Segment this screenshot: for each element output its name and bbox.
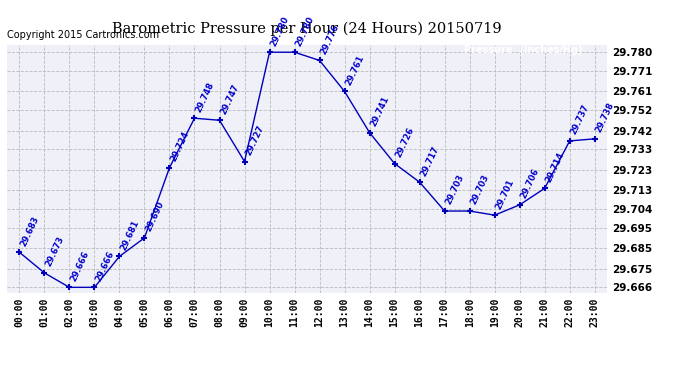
Text: 29.726: 29.726	[394, 126, 415, 159]
Text: 29.747: 29.747	[219, 82, 241, 116]
Text: 29.780: 29.780	[294, 15, 315, 48]
Text: 29.761: 29.761	[344, 54, 366, 87]
Text: 29.673: 29.673	[43, 235, 66, 268]
Text: 29.703: 29.703	[444, 173, 466, 206]
Text: 29.683: 29.683	[19, 214, 41, 248]
Text: 29.748: 29.748	[194, 81, 215, 114]
Text: 29.717: 29.717	[419, 144, 441, 177]
Title: Barometric Pressure per Hour (24 Hours) 20150719: Barometric Pressure per Hour (24 Hours) …	[112, 22, 502, 36]
Text: 29.776: 29.776	[319, 23, 341, 56]
Text: 29.666: 29.666	[68, 249, 90, 283]
Text: 29.703: 29.703	[469, 173, 491, 206]
Text: 29.701: 29.701	[494, 177, 515, 210]
Text: 29.727: 29.727	[244, 124, 266, 157]
Text: 29.666: 29.666	[94, 249, 115, 283]
Text: 29.706: 29.706	[519, 167, 541, 200]
Text: 29.690: 29.690	[144, 200, 166, 233]
Text: 29.714: 29.714	[544, 150, 566, 184]
Text: 29.780: 29.780	[268, 15, 290, 48]
Text: 29.681: 29.681	[119, 219, 141, 252]
Text: 29.738: 29.738	[594, 101, 615, 134]
Text: 29.724: 29.724	[168, 130, 190, 163]
Text: Copyright 2015 Cartronics.com: Copyright 2015 Cartronics.com	[7, 30, 159, 40]
Text: 29.737: 29.737	[569, 103, 591, 136]
Text: 29.741: 29.741	[368, 95, 391, 128]
